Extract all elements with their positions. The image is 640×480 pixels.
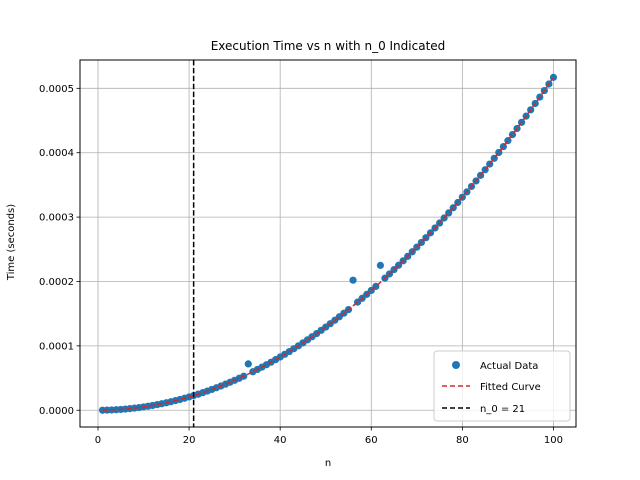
fitted-curve-line xyxy=(102,76,555,411)
legend-label-n0: n_0 = 21 xyxy=(480,404,525,415)
chart-title: Execution Time vs n with n_0 Indicated xyxy=(211,39,446,53)
x-axis-label: n xyxy=(325,458,331,469)
plot-area xyxy=(98,60,558,427)
y-tick-label: 0.0001 xyxy=(39,341,74,352)
legend-box xyxy=(433,350,571,422)
y-tick-label: 0.0004 xyxy=(39,148,74,159)
legend: Actual Data Fitted Curve n_0 = 21 xyxy=(433,350,571,422)
y-tick-label: 0.0002 xyxy=(39,277,74,288)
data-point xyxy=(376,261,384,269)
y-axis-label: Time (seconds) xyxy=(6,204,17,281)
x-tick-label: 0 xyxy=(95,435,101,446)
grid xyxy=(80,60,576,427)
y-tick-label: 0.0000 xyxy=(39,406,74,417)
axes-frame xyxy=(79,59,577,428)
legend-marker-actual-data xyxy=(452,361,460,369)
legend-label-actual-data: Actual Data xyxy=(480,361,538,372)
y-tick-label: 0.0003 xyxy=(39,213,74,224)
data-point xyxy=(349,276,357,284)
data-point xyxy=(244,360,252,368)
ticks: 0 20 40 60 80 100 0.0000 0.0001 0.0002 0.0003 0.00… xyxy=(39,84,563,446)
x-tick-label: 20 xyxy=(183,435,196,446)
x-tick-label: 80 xyxy=(456,435,469,446)
legend-label-fitted-curve: Fitted Curve xyxy=(480,382,541,393)
x-tick-label: 40 xyxy=(274,435,287,446)
x-tick-label: 60 xyxy=(365,435,378,446)
y-tick-label: 0.0005 xyxy=(39,84,74,95)
x-tick-label: 100 xyxy=(544,435,563,446)
